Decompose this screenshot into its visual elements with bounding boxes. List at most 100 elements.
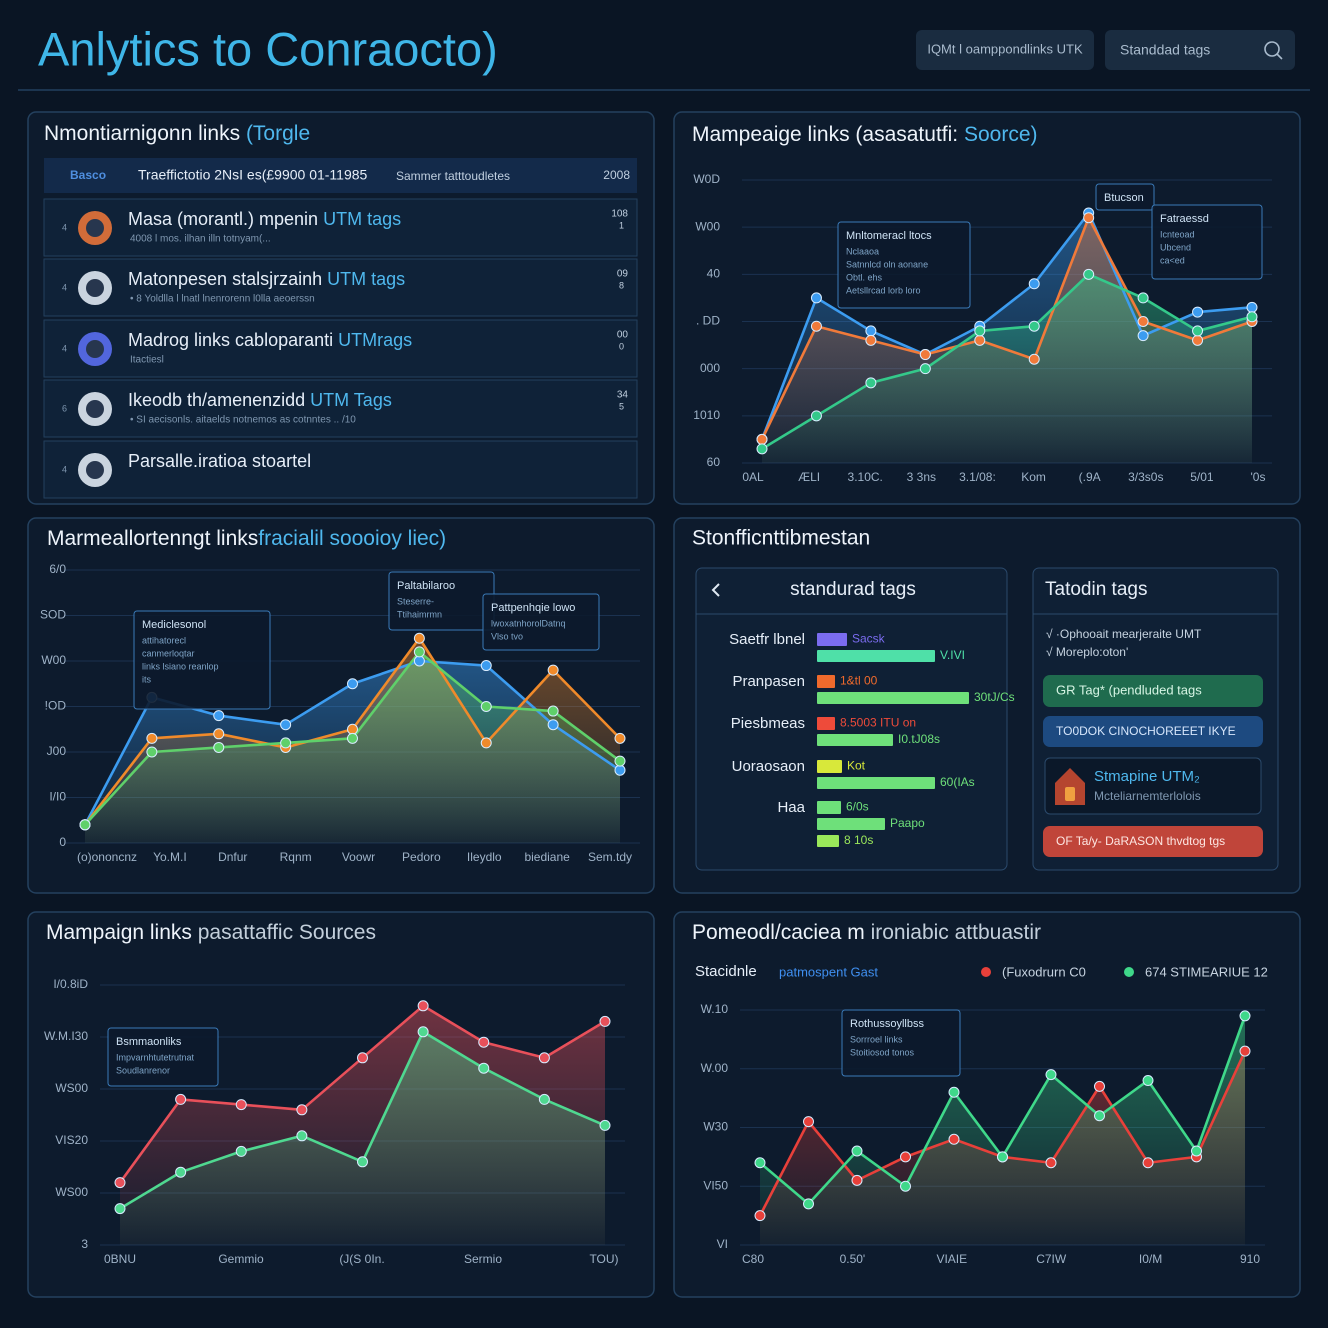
area — [762, 274, 1252, 463]
row-icon — [86, 340, 104, 358]
x-tick-label: 3/3s0s — [1128, 470, 1163, 484]
point — [1239, 1045, 1251, 1057]
annotation-text: links lsiano reanlop — [142, 661, 219, 671]
header-button[interactable] — [916, 30, 1094, 70]
point — [1246, 301, 1258, 313]
tag-pill[interactable] — [1043, 826, 1263, 857]
point — [413, 646, 425, 658]
list-row[interactable] — [43, 258, 638, 317]
point — [547, 719, 559, 731]
point — [547, 705, 559, 717]
row-subtitle: 4008 l mos. ilhan illn totnyam(... — [130, 234, 271, 245]
point — [1142, 1157, 1154, 1169]
bar-label: 1&tl 00 — [840, 674, 878, 688]
tag-pill-label: TO0DOK CINOCHOREEET IKYE — [1056, 724, 1236, 738]
point — [900, 1151, 911, 1163]
point — [1045, 1157, 1057, 1169]
y-tick-label: VIS20 — [55, 1133, 88, 1147]
point — [146, 746, 158, 758]
bar-category: Piesbmeas — [731, 715, 805, 732]
tag-card — [695, 567, 1008, 871]
annotation-box — [133, 610, 271, 710]
legend-marker — [1124, 967, 1134, 977]
annotation-text: Nclaaoa — [846, 246, 879, 256]
point — [146, 732, 158, 744]
row-subtitle: • SI aecisonls. aitaelds notnemos as cot… — [130, 415, 356, 426]
legend-accent: patmospent Gast — [779, 964, 878, 979]
column-header: 2008 — [603, 168, 630, 182]
x-tick-label: biediane — [524, 850, 570, 864]
bar-label: I0.tJ08s — [898, 732, 940, 746]
x-tick-label: Pedoro — [402, 850, 441, 864]
y-tick-label: W.10 — [701, 1002, 729, 1016]
point — [900, 1180, 911, 1192]
point — [1137, 292, 1149, 304]
bar-category: Uoraosaon — [732, 758, 805, 775]
point — [1192, 334, 1204, 346]
tag-icon — [1065, 787, 1075, 801]
row-marker: 6 — [62, 403, 67, 413]
panel-title: Mampaign links pasattaffic Sources — [46, 921, 376, 944]
point — [851, 1174, 863, 1186]
row-value: 09 — [617, 269, 629, 280]
annotation-text: its — [142, 674, 152, 684]
tag-item-sub: Mcteliarnemterlolois — [1094, 789, 1201, 803]
point — [865, 377, 877, 389]
row-title-accent: UTM tags — [323, 209, 401, 229]
point — [1083, 268, 1095, 280]
point — [810, 410, 822, 422]
list-row[interactable] — [43, 198, 638, 257]
y-tick-label: W00 — [41, 653, 66, 667]
row-subtitle: Itactiesl — [130, 355, 164, 366]
x-tick-label: Gemmio — [218, 1252, 264, 1266]
x-tick-label: Ileydlo — [467, 850, 502, 864]
bar-label: 8 10s — [844, 833, 873, 847]
title-accent: pasattaffic Sources — [198, 921, 376, 944]
tag-pill[interactable] — [1043, 716, 1263, 747]
point — [1191, 1145, 1202, 1157]
bar-label: 30tJ/Cs — [974, 690, 1015, 704]
y-tick-label: 40 — [707, 267, 721, 281]
check-item: √ Moreplo:oton' — [1046, 645, 1128, 659]
row-title-text: Parsalle.iratioa stoartel — [128, 451, 311, 471]
legend-entry: 674 STIMEARIUE 12 — [1145, 964, 1268, 979]
point — [754, 1210, 766, 1222]
list-row[interactable] — [43, 319, 638, 378]
tag-item-card[interactable] — [1044, 757, 1262, 815]
y-tick-label: VI50 — [703, 1178, 728, 1192]
title-text: Pomeodl/caciea m — [692, 921, 865, 944]
row-marker: 4 — [62, 464, 67, 474]
bar-label: Kot — [847, 759, 866, 773]
list-row[interactable] — [43, 379, 638, 438]
back-button[interactable] — [711, 583, 720, 597]
area — [120, 1031, 605, 1245]
y-tick-label: . DD — [696, 314, 720, 328]
point — [1142, 1075, 1154, 1086]
y-tick-label: 60 — [707, 455, 721, 469]
bar-category: Haa — [777, 799, 805, 816]
point — [280, 737, 292, 749]
bar-label: V.IVI — [940, 648, 965, 662]
tag-pill[interactable] — [1043, 675, 1263, 707]
y-tick-label: 1010 — [693, 408, 720, 422]
bar — [817, 675, 835, 688]
row-marker: 4 — [62, 282, 67, 292]
row-title-text: Ikeodb th/amenenzidd — [128, 390, 310, 410]
annotation-text: Impvarnhtutetrutnat — [116, 1052, 195, 1062]
search-box[interactable] — [1105, 30, 1295, 70]
annotation-text: Bsmmaonliks — [116, 1036, 182, 1048]
annotation-box — [1095, 183, 1155, 211]
search-icon — [1276, 53, 1283, 60]
tag-item-title: Stmapine UTM₂ — [1094, 768, 1200, 785]
panel-title: Nmontiarnigonn links (Torgle — [44, 122, 310, 145]
y-tick-label: 000 — [700, 361, 720, 375]
list-row[interactable] — [43, 440, 638, 499]
y-tick-label: WS00 — [55, 1185, 88, 1199]
y-tick-label: 0 — [59, 835, 66, 849]
point — [1028, 278, 1040, 290]
y-tick-label: W00 — [695, 219, 720, 233]
point — [175, 1093, 187, 1105]
title-text: Nmontiarnigonn links — [44, 122, 246, 145]
x-tick-label: C80 — [742, 1252, 764, 1266]
point — [213, 710, 225, 722]
